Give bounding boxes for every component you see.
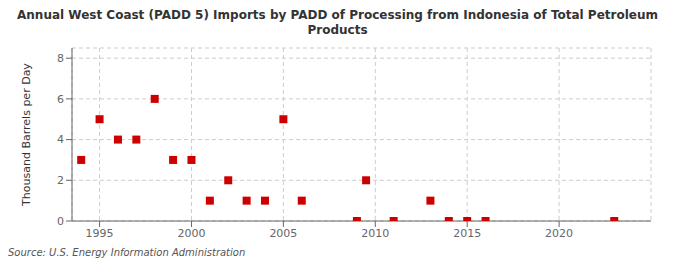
- html-text:Source: U.S. Energy Informatio: Source: U.S. Energy Information Administ…: [8, 247, 246, 258]
- svg-text:4: 4: [57, 133, 64, 146]
- svg-text:0: 0: [57, 215, 64, 228]
- svg-text:1995: 1995: [86, 227, 114, 240]
- svg-text:2020: 2020: [545, 227, 573, 240]
- html-text:Products: Products: [307, 23, 368, 37]
- svg-text:2: 2: [57, 174, 64, 187]
- html-text:Annual West Coast (PADD 5) Imp: Annual West Coast (PADD 5) Imports by PA…: [17, 8, 658, 22]
- svg-text:2010: 2010: [361, 227, 389, 240]
- svg-text:Thousand Barrels per Day: Thousand Barrels per Day: [20, 63, 33, 207]
- svg-text:2000: 2000: [177, 227, 205, 240]
- svg-text:2005: 2005: [269, 227, 297, 240]
- svg-text:6: 6: [57, 93, 64, 106]
- svg-text:2015: 2015: [453, 227, 481, 240]
- svg-text:8: 8: [57, 52, 64, 65]
